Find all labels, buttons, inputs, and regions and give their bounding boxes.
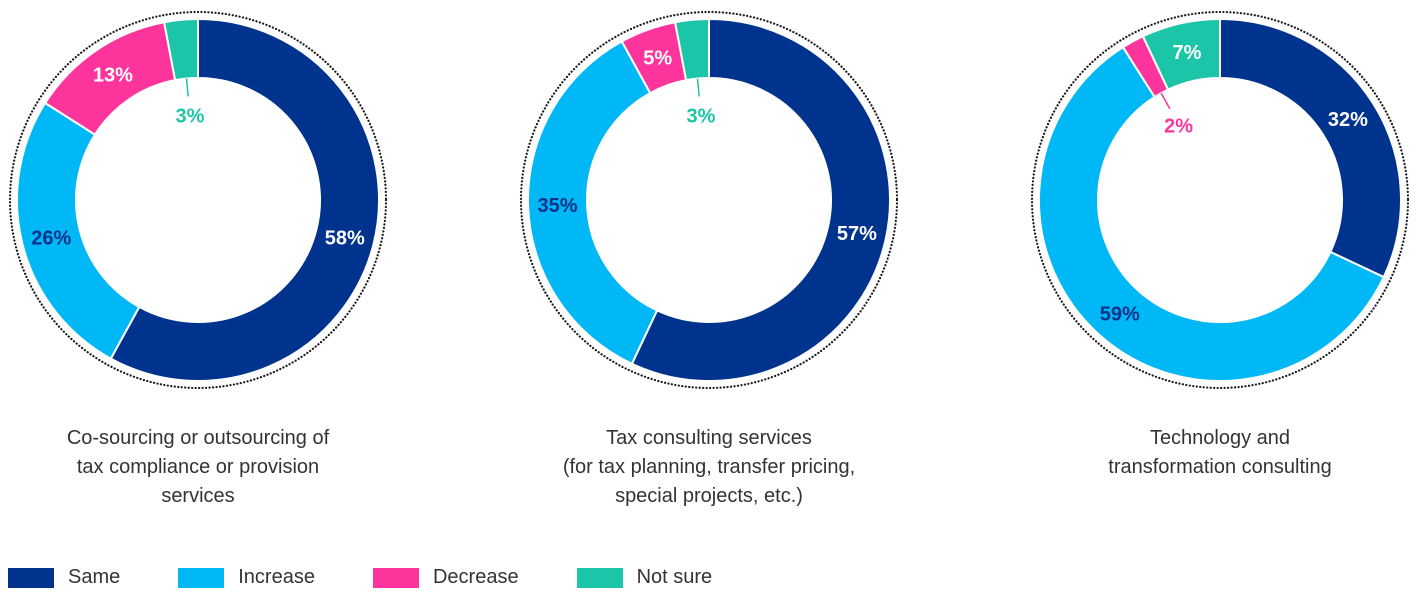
- donut-chart-tax-consulting: 57% 35% 5% 3%: [519, 10, 899, 390]
- donut-slice-same: [630, 17, 891, 382]
- donut-charts: 58% 26% 13% 3% 57% 35% 5% 3% 32% 59% 2% 7%: [8, 10, 1410, 390]
- donut-slice-increase: [527, 40, 659, 366]
- legend-label-same: Same: [68, 566, 121, 588]
- data-label-same: 57%: [837, 223, 877, 245]
- chart-caption-cosourcing: Co-sourcing or outsourcing of tax compli…: [66, 427, 330, 507]
- leader-line: [696, 78, 700, 97]
- dotted-ring: [8, 10, 388, 390]
- data-label-increase: 59%: [1100, 304, 1140, 326]
- legend-swatch-increase: [178, 567, 225, 588]
- donut-slice-not-sure: [1141, 17, 1221, 91]
- legend-item-not-sure: Not sure: [576, 566, 713, 589]
- data-label-not-sure: 3%: [686, 105, 715, 127]
- data-label-same: 58%: [325, 228, 365, 250]
- legend-swatch-not-sure: [576, 567, 623, 588]
- legend-item-same: Same: [8, 566, 120, 589]
- dotted-ring: [519, 10, 899, 390]
- donut-slice-increase: [16, 101, 141, 360]
- donut-chart-technology: 32% 59% 2% 7%: [1030, 10, 1410, 390]
- data-label-decrease: 13%: [93, 65, 133, 87]
- donut-chart-cosourcing: 58% 26% 13% 3%: [8, 10, 388, 390]
- data-label-decrease: 5%: [643, 47, 672, 69]
- leader-line: [1160, 92, 1171, 110]
- data-label-same: 32%: [1328, 109, 1368, 131]
- chart-caption-tax-consulting: Tax consulting services (for tax plannin…: [562, 427, 856, 507]
- dotted-ring: [1030, 10, 1410, 390]
- leader-line: [185, 78, 189, 97]
- legend-swatch-decrease: [372, 567, 419, 588]
- chart-legend: Same Increase Decrease Not sure: [8, 566, 770, 589]
- legend-item-increase: Increase: [178, 566, 315, 589]
- data-label-increase: 35%: [538, 195, 578, 217]
- legend-label-not-sure: Not sure: [636, 566, 713, 588]
- donut-slice-same: [1219, 17, 1402, 279]
- chart-caption-technology: Technology and transformation consulting: [1108, 427, 1332, 478]
- donut-slice-same: [109, 17, 380, 382]
- legend-label-decrease: Decrease: [432, 566, 519, 588]
- donut-slice-not-sure: [162, 17, 199, 82]
- data-label-increase: 26%: [31, 228, 71, 250]
- legend-item-decrease: Decrease: [372, 566, 519, 589]
- legend-label-increase: Increase: [238, 566, 315, 588]
- donut-slice-not-sure: [673, 17, 710, 82]
- donut-slice-increase: [1038, 45, 1386, 382]
- data-label-not-sure: 7%: [1172, 42, 1201, 64]
- data-label-not-sure: 3%: [175, 105, 204, 127]
- data-label-decrease: 2%: [1164, 116, 1193, 138]
- legend-swatch-same: [8, 567, 54, 588]
